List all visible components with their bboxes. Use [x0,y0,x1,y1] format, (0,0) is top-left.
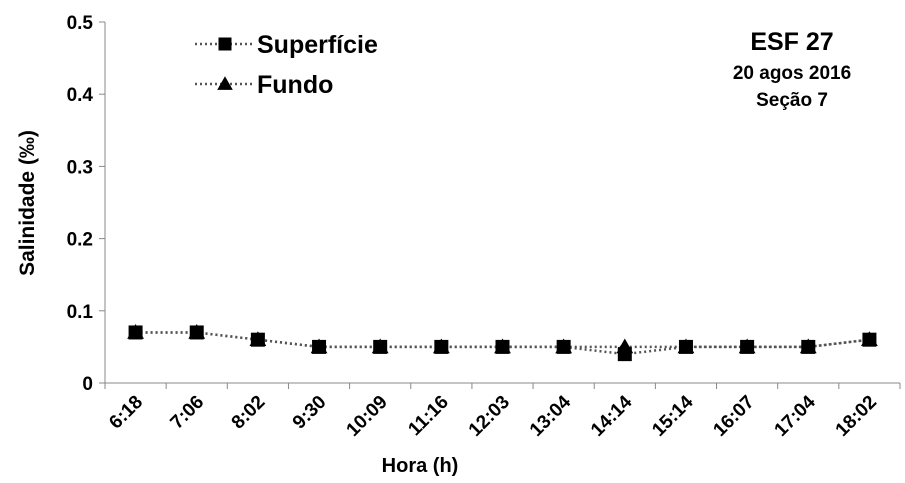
x-tick-label: 6:18 [105,392,147,434]
data-point [434,339,449,354]
y-tick-label: 0.1 [67,302,94,323]
x-tick-label: 9:30 [289,392,331,434]
y-tick-label: 0.4 [67,85,94,106]
legend-marker [217,76,233,90]
x-tick-label: 17:04 [771,391,821,441]
y-tick-label: 0.2 [67,230,93,251]
data-point [801,339,816,354]
x-tick-label: 15:14 [648,391,698,441]
data-point [312,339,327,354]
x-tick-label: 7:06 [167,392,209,434]
annotation: 20 agos 2016 [733,63,851,84]
annotation: Seção 7 [756,90,828,111]
x-tick-label: 12:03 [465,392,514,441]
data-point [862,332,877,347]
data-point [189,325,204,340]
data-point [678,339,693,354]
legend-label: Superfície [257,31,378,59]
x-tick-label: 14:14 [587,391,637,441]
x-tick-label: 18:02 [832,392,881,441]
data-point [617,347,632,362]
y-tick-label: 0.5 [67,13,94,34]
x-tick-label: 16:07 [709,392,758,441]
x-tick-label: 11:16 [404,392,452,440]
data-point [495,339,510,354]
y-tick-label: 0.3 [67,157,93,178]
x-tick-label: 10:09 [343,392,392,441]
x-axis-label: Hora (h) [382,455,459,477]
data-point [373,339,388,354]
annotation: ESF 27 [750,28,833,56]
legend-label: Fundo [257,71,333,99]
data-point [250,332,265,347]
data-point [740,339,755,354]
x-tick-label: 13:04 [526,391,576,441]
data-point [128,325,143,340]
y-axis-label: Salinidade (‰) [16,130,39,276]
legend-marker [218,37,232,51]
y-tick-label: 0 [82,374,93,395]
x-tick-label: 8:02 [228,392,270,434]
data-point [556,339,571,354]
